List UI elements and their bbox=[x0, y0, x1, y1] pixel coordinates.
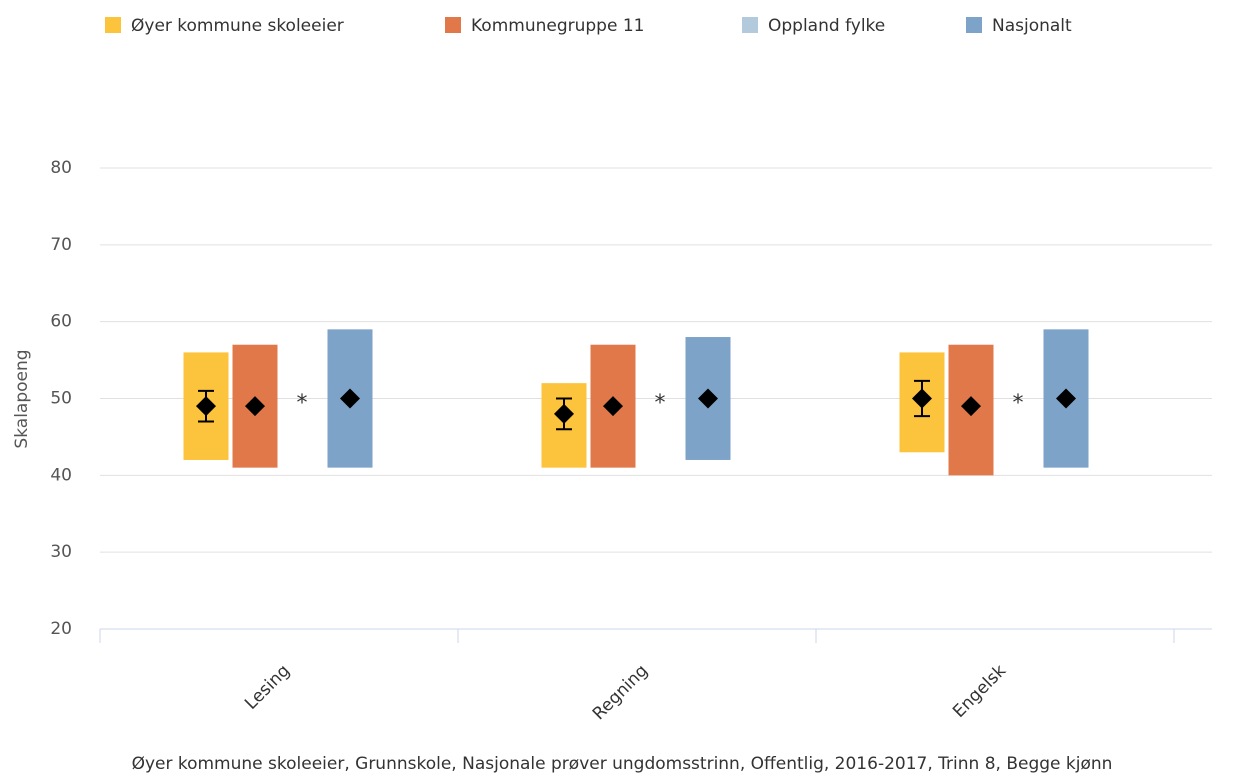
y-tick-label: 30 bbox=[50, 542, 72, 562]
mean-marker bbox=[245, 396, 265, 417]
mean-marker bbox=[1056, 388, 1076, 409]
x-tick-label: Engelsk bbox=[949, 661, 1010, 722]
y-tick-label: 70 bbox=[50, 235, 72, 255]
legend-label: Øyer kommune skoleeier bbox=[131, 16, 344, 36]
y-tick-label: 40 bbox=[50, 465, 72, 485]
mean-marker bbox=[912, 388, 932, 409]
mean-marker bbox=[961, 396, 981, 417]
caption: Øyer kommune skoleeier, Grunnskole, Nasj… bbox=[132, 754, 1113, 774]
no-data-label: * bbox=[655, 391, 666, 416]
mean-marker bbox=[603, 396, 623, 417]
x-tick-label: Regning bbox=[589, 661, 652, 724]
mean-marker bbox=[554, 403, 574, 424]
legend-swatch bbox=[742, 17, 758, 33]
y-tick-label: 60 bbox=[50, 312, 72, 332]
y-axis-title: Skalapoeng bbox=[12, 349, 32, 448]
legend-label: Oppland fylke bbox=[768, 16, 885, 36]
x-tick-label: Lesing bbox=[241, 661, 294, 714]
legend-swatch bbox=[966, 17, 982, 33]
y-tick-label: 50 bbox=[50, 389, 72, 409]
legend-swatch bbox=[445, 17, 461, 33]
y-tick-label: 20 bbox=[50, 619, 72, 639]
mean-marker bbox=[698, 388, 718, 409]
legend-label: Kommunegruppe 11 bbox=[471, 16, 644, 36]
no-data-label: * bbox=[297, 391, 308, 416]
mean-marker bbox=[196, 396, 216, 417]
legend-swatch bbox=[105, 17, 121, 33]
legend-label: Nasjonalt bbox=[992, 16, 1072, 36]
no-data-label: * bbox=[1013, 391, 1024, 416]
y-tick-label: 80 bbox=[50, 158, 72, 178]
mean-marker bbox=[340, 388, 360, 409]
